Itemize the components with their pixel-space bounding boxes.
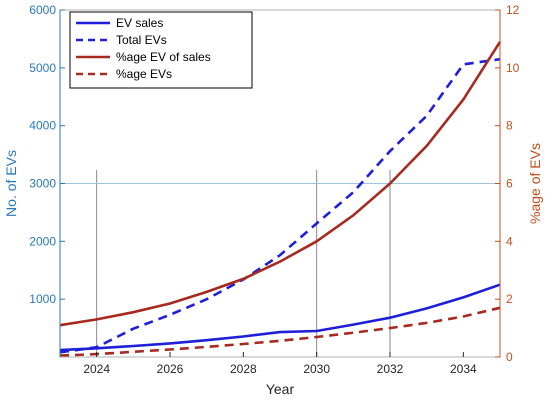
legend-label: Total EVs	[116, 33, 167, 47]
x-axis-label: Year	[266, 381, 295, 397]
series-layer	[59, 41, 502, 357]
right-tick-label: 10	[506, 61, 520, 75]
x-tick-label: 2024	[83, 362, 110, 376]
left-tick-label: 6000	[29, 3, 56, 17]
right-y-axis-label: %age of EVs	[527, 143, 543, 224]
legend-label: EV sales	[116, 16, 163, 30]
right-tick-label: 8	[506, 119, 513, 133]
x-tick-label: 2030	[303, 362, 330, 376]
x-tick-label: 2032	[377, 362, 404, 376]
right-tick-label: 2	[506, 292, 513, 306]
left-y-axis-label: No. of EVs	[3, 150, 19, 217]
series-line-age-ev-of-sales	[59, 41, 502, 327]
left-tick-label: 4000	[29, 119, 56, 133]
right-tick-label: 0	[506, 350, 513, 364]
left-tick-label: 2000	[29, 234, 56, 248]
legend-label: %age EV of sales	[116, 50, 211, 64]
right-tick-label: 12	[506, 3, 520, 17]
reference-lines	[60, 170, 500, 357]
right-tick-label: 6	[506, 177, 513, 191]
x-tick-label: 2028	[230, 362, 257, 376]
x-tick-label: 2026	[157, 362, 184, 376]
series-line-ev-sales	[59, 283, 501, 352]
legend: EV sales Total EVs %age EV of sales %age EV…	[69, 11, 253, 89]
x-axis: 2024 2026 2028 2030 2032 2034	[83, 352, 477, 376]
legend-label: %age EVs	[116, 67, 172, 81]
x-tick-label: 2034	[450, 362, 477, 376]
right-y-axis: 0 2 4 6 8 10 12	[495, 3, 520, 364]
left-tick-label: 3000	[29, 177, 56, 191]
series-line-total-evs	[59, 57, 501, 354]
series-line-age-evs	[59, 306, 501, 357]
left-tick-label: 5000	[29, 61, 56, 75]
left-y-axis: 1000 2000 3000 4000 5000 6000	[29, 3, 65, 357]
legend-box	[69, 11, 253, 89]
right-tick-label: 4	[506, 234, 513, 248]
left-tick-label: 1000	[29, 292, 56, 306]
